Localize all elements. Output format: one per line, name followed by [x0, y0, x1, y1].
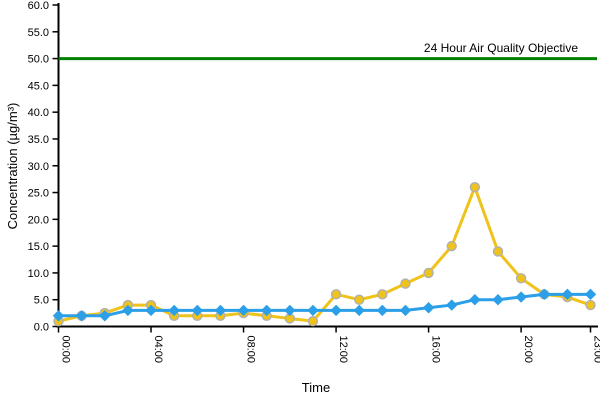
y-tick-label: 5.0	[34, 295, 49, 307]
x-tick-label: 16:00	[430, 336, 442, 364]
series-1-yellow-marker	[447, 242, 456, 251]
y-tick-label: 15.0	[28, 241, 49, 253]
y-tick-label: 20.0	[28, 214, 49, 226]
x-tick-label: 23:00	[592, 336, 600, 364]
y-axis-title: Concentration (µg/m³)	[5, 103, 20, 230]
series-1-yellow-line	[59, 187, 591, 321]
series-2-blue-marker	[493, 295, 503, 305]
series-1-yellow-marker	[308, 317, 317, 326]
y-tick-label: 0.0	[34, 322, 49, 334]
y-tick-label: 60.0	[28, 0, 49, 12]
series-2-blue-marker	[447, 300, 457, 310]
series-1-yellow-marker	[401, 279, 410, 288]
objective-annotation: 24 Hour Air Quality Objective	[424, 41, 578, 55]
x-tick-label: 04:00	[152, 336, 164, 364]
y-tick-label: 45.0	[28, 80, 49, 92]
series-2-blue-marker	[308, 305, 318, 315]
series-2-blue-marker	[354, 305, 364, 315]
x-tick-label: 12:00	[337, 336, 349, 364]
x-tick-label: 08:00	[245, 336, 257, 364]
series-1-yellow-marker	[470, 183, 479, 192]
y-tick-label: 30.0	[28, 161, 49, 173]
series-2-blue-marker	[516, 292, 526, 302]
series-1-yellow-marker	[493, 247, 502, 256]
y-tick-label: 55.0	[28, 27, 49, 39]
y-tick-label: 50.0	[28, 54, 49, 66]
series-2-blue-marker	[285, 305, 295, 315]
series-1-yellow-marker	[332, 290, 341, 299]
y-tick-label: 25.0	[28, 188, 49, 200]
x-axis-title: Time	[302, 380, 330, 395]
series-2-blue-marker	[331, 305, 341, 315]
series-2-blue-marker	[586, 289, 596, 299]
series-1-yellow-marker	[586, 301, 595, 310]
series-1-yellow-marker	[424, 268, 433, 277]
series-2-blue-marker	[400, 305, 410, 315]
series-2-blue-marker	[377, 305, 387, 315]
series-1-yellow-marker	[355, 295, 364, 304]
series-1-yellow-marker	[517, 274, 526, 283]
series-1-yellow-marker	[378, 290, 387, 299]
x-tick-label: 00:00	[60, 336, 72, 364]
x-tick-label: 20:00	[522, 336, 534, 364]
series-2-blue-marker	[470, 295, 480, 305]
series-2-blue-marker	[424, 303, 434, 313]
y-tick-label: 40.0	[28, 107, 49, 119]
y-tick-label: 10.0	[28, 268, 49, 280]
y-tick-label: 35.0	[28, 134, 49, 146]
